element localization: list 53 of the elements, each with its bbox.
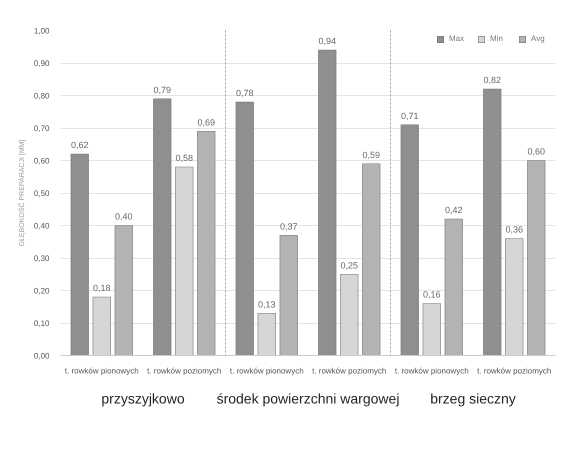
text: środek powierzchni wargowej — [216, 390, 400, 406]
data-label: 0,94 — [318, 36, 336, 46]
data-label: 0,36 — [505, 224, 524, 234]
y-tick-label: 0,60 — [34, 156, 50, 166]
legend-label: Avg — [531, 34, 546, 43]
x-tick-label: t. rowków pionowych — [230, 366, 304, 376]
y-tick-label: 0,10 — [34, 319, 50, 328]
bar — [153, 98, 172, 356]
y-tick-label: 0,50 — [34, 189, 50, 198]
bar — [280, 234, 298, 356]
bar — [400, 124, 419, 356]
legend-label: Max — [449, 34, 466, 43]
data-label: 0,62 — [70, 140, 89, 150]
bar — [483, 88, 502, 356]
bar — [527, 160, 546, 356]
data-label: 0,82 — [483, 75, 502, 85]
y-tick-label: 0,70 — [34, 124, 50, 133]
y-tick-label: 0,20 — [34, 286, 50, 296]
data-label: 0,37 — [280, 221, 298, 232]
x-tick-label: t. rowków poziomych — [147, 366, 222, 376]
data-label: 0,79 — [153, 84, 172, 95]
text: brzeg sieczny — [430, 390, 516, 406]
y-tick-label: 0,80 — [34, 92, 50, 100]
x-tick-label: t. rowków pionowych — [394, 366, 469, 376]
bar — [444, 218, 463, 356]
data-label: 0,18 — [92, 283, 111, 293]
x-tick-label: t. rowków poziomych — [477, 366, 552, 376]
data-label: 0,58 — [175, 153, 194, 163]
bar — [197, 130, 216, 356]
x-tick-label: t. rowków pionowych — [64, 366, 139, 376]
y-tick-label: 0,90 — [34, 59, 50, 68]
text: przyszyjkowo — [101, 390, 185, 406]
data-label: 0,60 — [527, 146, 546, 156]
data-label: 0,16 — [422, 290, 441, 300]
data-label: 0,71 — [400, 110, 419, 121]
data-label: 0,25 — [340, 260, 358, 270]
bar — [318, 50, 336, 356]
y-tick-label: 0,30 — [34, 254, 50, 263]
bar — [114, 225, 133, 356]
data-label: 0,78 — [236, 88, 254, 98]
bar — [362, 163, 380, 356]
x-tick-label: t. rowków poziomych — [312, 366, 386, 376]
data-label: 0,42 — [444, 205, 463, 215]
y-tick-label: 1,00 — [34, 26, 50, 36]
legend-label: Min — [490, 34, 504, 43]
data-label: 0,69 — [197, 117, 216, 128]
bar — [236, 102, 254, 356]
y-tick-label: 0,40 — [34, 222, 50, 230]
data-label: 0,13 — [258, 299, 276, 310]
y-tick-label: 0,00 — [34, 352, 50, 360]
data-label: 0,40 — [114, 212, 133, 222]
bar — [70, 154, 89, 356]
data-label: 0,59 — [362, 150, 380, 160]
